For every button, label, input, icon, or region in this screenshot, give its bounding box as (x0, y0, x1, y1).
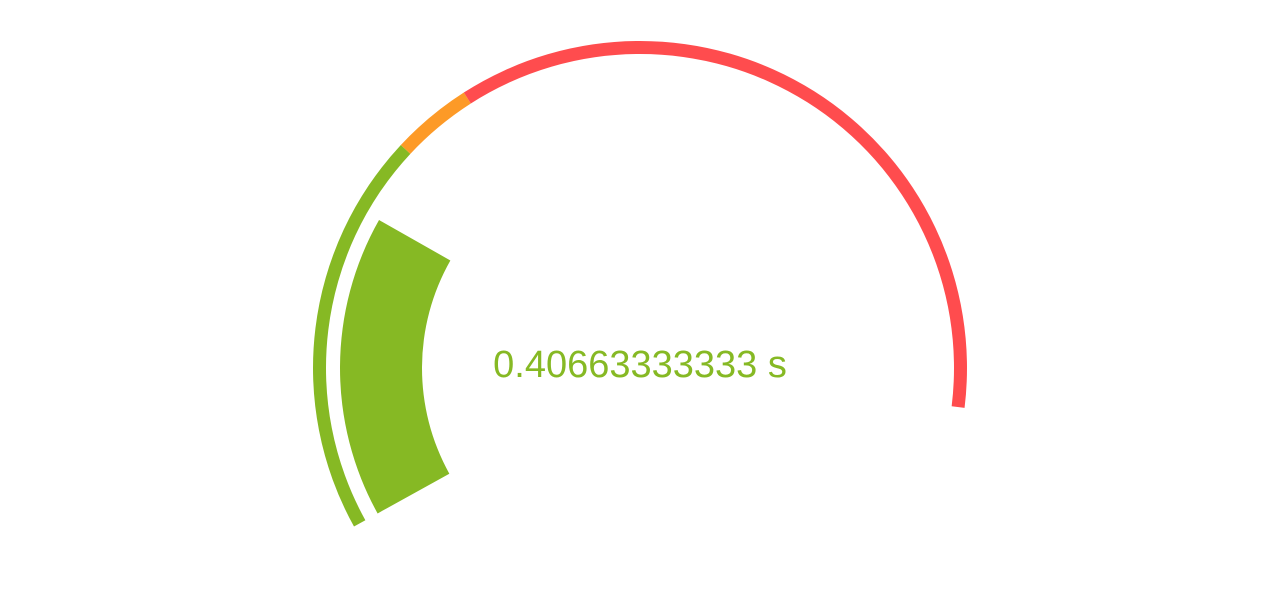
gauge-band-1 (313, 144, 411, 527)
gauge-band-3 (463, 41, 967, 408)
gauge-value-label: 0.40663333333 s (493, 344, 787, 386)
gauge-bands (313, 41, 967, 527)
gauge-value-bar (340, 220, 451, 514)
gauge-band-2 (400, 92, 471, 154)
